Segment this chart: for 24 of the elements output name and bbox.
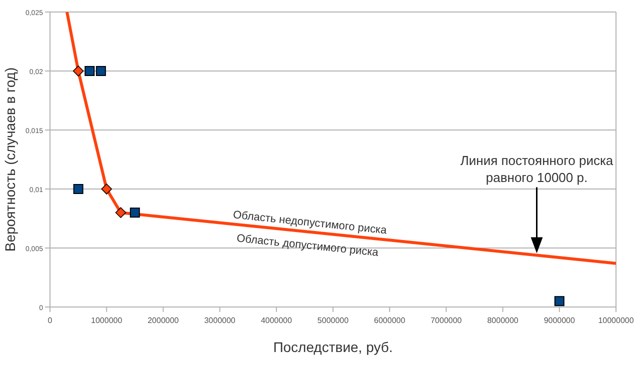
point (554, 296, 564, 306)
x-tick-label: 10000000 (598, 316, 634, 325)
x-tick-label: 2000000 (148, 316, 180, 325)
x-tick-label: 8000000 (487, 316, 519, 325)
line-series (65, 12, 616, 265)
point (72, 66, 84, 76)
x-tick-label: 6000000 (374, 316, 406, 325)
point (115, 207, 126, 218)
point (73, 184, 84, 194)
annotation: Область допустимого риска (236, 232, 380, 260)
point (130, 208, 140, 218)
x-tick-label: 7000000 (430, 316, 462, 325)
x-tick-label: 0 (48, 316, 53, 325)
x-tick-label: 4000000 (260, 316, 293, 325)
point (101, 184, 112, 194)
x-tick-label: 9000000 (544, 316, 576, 325)
y-axis-title: Вероятность (случаев в год) (2, 67, 18, 252)
x-axis-title: Последствие, руб. (273, 339, 393, 355)
point (96, 66, 106, 76)
annotation: Линия постоянного риска равного 10000 р. (460, 153, 614, 186)
x-tick-label: 5000000 (317, 316, 350, 325)
x-tick-label: 1000000 (91, 316, 123, 325)
point (84, 66, 95, 76)
x-tick-label: 3000000 (204, 316, 236, 325)
